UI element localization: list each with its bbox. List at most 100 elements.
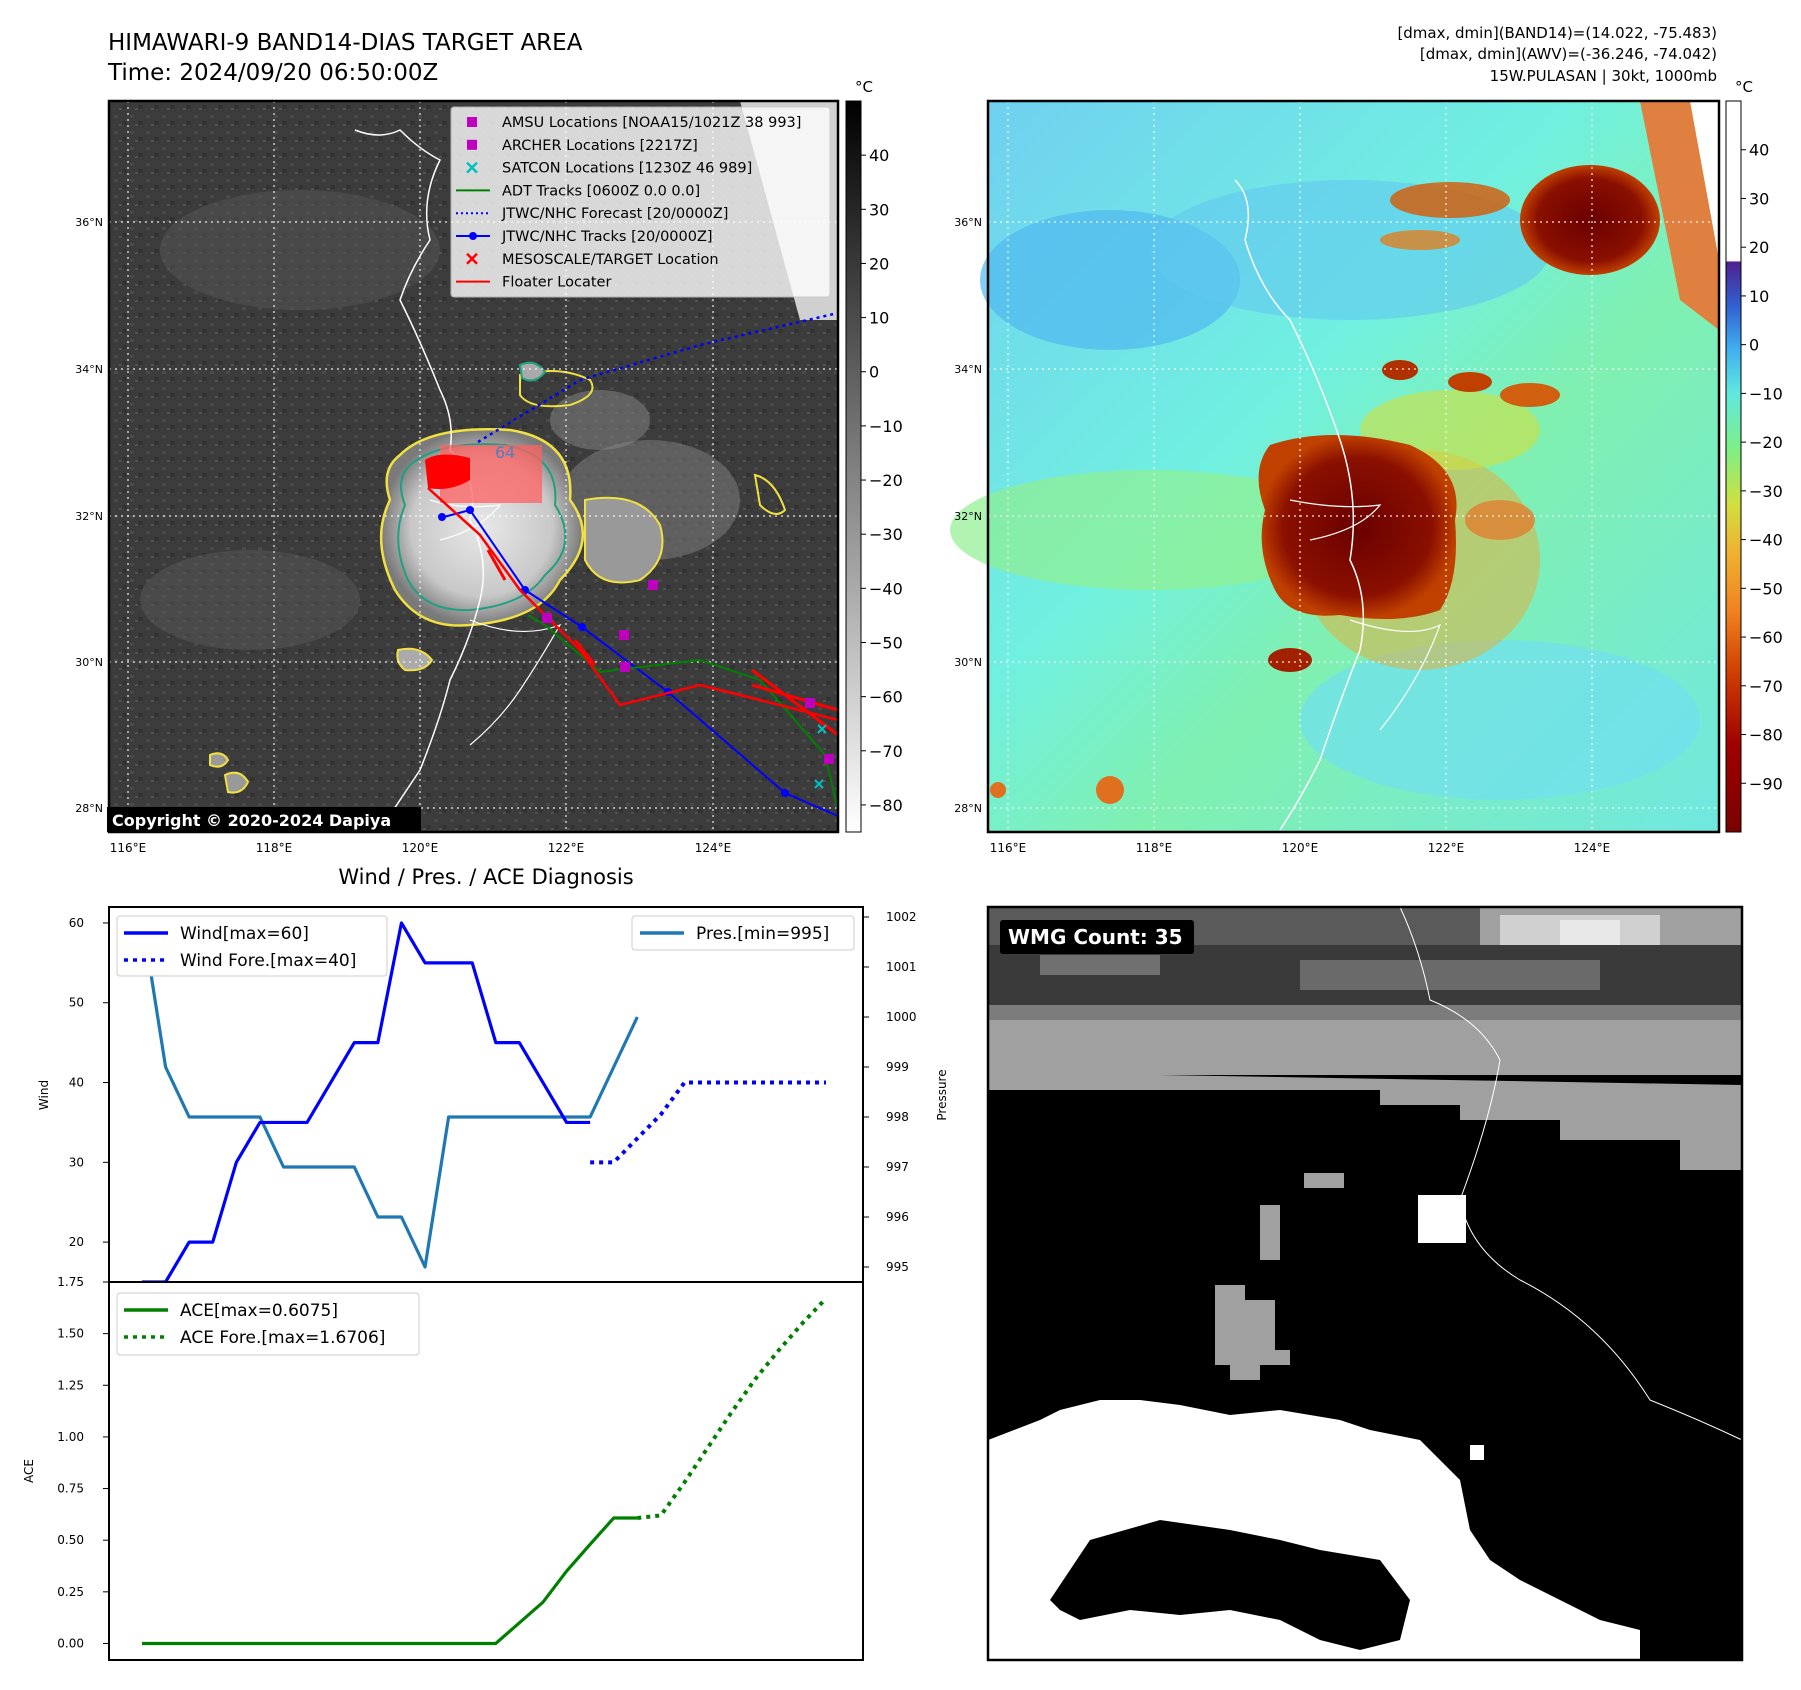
colorbar-tick: 0 [869,363,879,382]
lat-label: 36°N [75,216,103,229]
lat-label: 30°N [954,656,982,669]
stats-line-1: [dmax, dmin](BAND14)=(14.022, -75.483) [1397,24,1717,42]
ace-chart: 0.00 0.25 0.50 0.75 1.00 1.25 1.50 1.75 ACE[max=… [22,1275,864,1661]
lat-label: 34°N [954,363,982,376]
colorbar-tick: −90 [1749,774,1783,793]
lat-label: 32°N [75,510,103,523]
lon-label: 116°E [990,841,1027,855]
lon-label: 116°E [110,841,147,855]
colorbar-tick: 40 [1749,141,1769,160]
legend-label: MESOSCALE/TARGET Location [502,252,719,268]
legend-label: JTWC/NHC Tracks [20/0000Z] [501,229,713,245]
colorbar-tick: 0 [1749,336,1759,355]
colorbar-tick: −40 [869,579,903,598]
pressure-line [140,916,639,1269]
lat-label: 30°N [75,656,103,669]
ace-tick: 1.00 [57,1430,84,1444]
ace-line [142,1516,638,1646]
legend-label: ARCHER Locations [2217Z] [502,138,698,154]
band14-map-panel: 64 Copyright © 2020-2024 D [107,99,840,834]
legend-marker [469,232,477,240]
wind-line [142,921,591,1284]
legend-marker [467,139,477,150]
pressure-tick: 998 [886,1110,909,1124]
lon-label: 120°E [402,841,439,855]
lon-label: 120°E [1282,841,1319,855]
jtwc-forecast-track [477,311,839,444]
wind-legend: Wind[max=60] Wind Fore.[max=40] [116,915,388,977]
legend-label: AMSU Locations [NOAA15/1021Z 38 993] [502,115,801,131]
colorbar-tick: −40 [1749,531,1783,550]
copyright: Copyright © 2020-2024 Dapiya [112,811,391,830]
legend-label: JTWC/NHC Forecast [20/0000Z] [501,206,728,222]
colorbar-tick: −60 [869,688,903,707]
lon-label: 124°E [695,841,732,855]
pressure-tick: 997 [886,1160,909,1174]
colorbar-tick: −20 [869,471,903,490]
colorbar-tick: −70 [869,742,903,761]
pressure-tick: 1002 [886,910,917,924]
lon-label: 118°E [256,841,293,855]
awv-map-panel [950,99,1721,834]
awv-colorbar: °C 40 30 20 10 0 −10 −20 −30 −40 −50 −60 −70 −80 −90 [1725,78,1783,833]
legend-marker [466,161,478,174]
lon-label: 122°E [1428,841,1465,855]
colorbar-tick: −60 [1749,628,1783,647]
colorbar-tick: −50 [1749,579,1783,598]
pressure-tick: 1001 [886,960,917,974]
colorbar-tick: 10 [869,309,889,328]
colorbar-tick: −20 [1749,433,1783,452]
colorbar-tick: −30 [869,525,903,544]
lat-label: 28°N [75,802,103,815]
legend-marker [466,252,478,265]
colorbar-tick: −10 [869,417,903,436]
awv-colorbar-unit: °C [1735,78,1753,96]
wind-tick: 40 [69,1076,84,1090]
wind-axis-label: Wind [37,1080,51,1110]
stats-line-3: 15W.PULASAN | 30kt, 1000mb [1490,67,1717,85]
wmg-panel: WMG Count: 35 [986,905,1744,1662]
legend-label: Wind[max=60] [180,924,309,944]
colorbar-tick: −30 [1749,482,1783,501]
stats-line-2: [dmax, dmin](AWV)=(-36.246, -74.042) [1420,45,1717,63]
lon-label: 122°E [548,841,585,855]
ace-tick: 1.25 [57,1378,84,1392]
legend-marker [467,117,477,127]
wind-tick: 20 [69,1235,84,1249]
wind-pressure-chart: 20 30 40 50 60 995 996 997 998 999 1000 1001 1002 Win… [37,906,949,1284]
colorbar-tick: −10 [1749,384,1783,403]
pressure-tick: 1000 [886,1010,917,1024]
band14-colorbar: °C 40 30 20 10 0 −10 −20 −30 −40 −50 −60 −70 −80 [845,78,903,833]
lat-label: 36°N [954,216,982,229]
wmg-count-label: WMG Count: 35 [1008,925,1183,949]
floater-track [427,487,839,722]
legend-label: Pres.[min=995] [696,924,829,944]
mesoscale-target-area [425,454,470,489]
pressure-tick: 999 [886,1060,909,1074]
map-legend: AMSU Locations [NOAA15/1021Z 38 993] ARCH… [450,106,831,298]
band14-colorbar-unit: °C [855,78,873,96]
ace-tick: 1.50 [57,1327,84,1341]
colorbar-tick: −50 [869,633,903,652]
colorbar-tick: 40 [869,146,889,165]
ace-legend: ACE[max=0.6075] ACE Fore.[max=1.6706] [116,1292,420,1356]
ace-tick: 0.25 [57,1585,84,1599]
colorbar-tick: 10 [1749,287,1769,306]
colorbar-tick: 20 [1749,238,1769,257]
colorbar-tick: −70 [1749,677,1783,696]
wind-tick: 60 [69,916,84,930]
ace-tick: 1.75 [57,1275,84,1289]
legend-label: Wind Fore.[max=40] [180,951,356,971]
ace-tick: 0.00 [57,1636,84,1650]
ace-forecast-line [637,1297,828,1520]
lon-label: 118°E [1136,841,1173,855]
ace-tick: 0.50 [57,1533,84,1547]
lat-label: 32°N [954,510,982,523]
ace-tick: 0.75 [57,1482,84,1496]
wind-tick: 50 [69,996,84,1010]
figure-time: Time: 2024/09/20 06:50:00Z [107,60,438,86]
lat-label: 34°N [75,363,103,376]
legend-label: ACE[max=0.6075] [180,1301,338,1321]
wind-tick: 30 [69,1155,84,1169]
pressure-axis-label: Pressure [935,1069,949,1120]
